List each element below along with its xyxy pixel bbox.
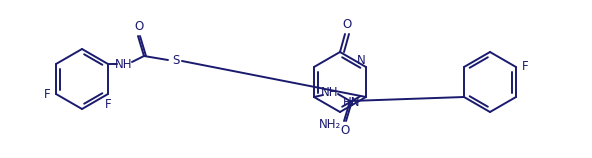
Text: HN: HN xyxy=(343,95,361,109)
Text: O: O xyxy=(340,124,350,137)
Text: NH₂: NH₂ xyxy=(319,118,341,131)
Text: O: O xyxy=(342,18,352,31)
Text: NH: NH xyxy=(321,86,339,100)
Text: F: F xyxy=(105,97,111,110)
Text: F: F xyxy=(44,88,50,100)
Text: F: F xyxy=(522,61,528,73)
Text: NH: NH xyxy=(115,58,133,70)
Text: N: N xyxy=(356,55,365,67)
Text: O: O xyxy=(134,21,144,33)
Text: S: S xyxy=(172,55,179,67)
